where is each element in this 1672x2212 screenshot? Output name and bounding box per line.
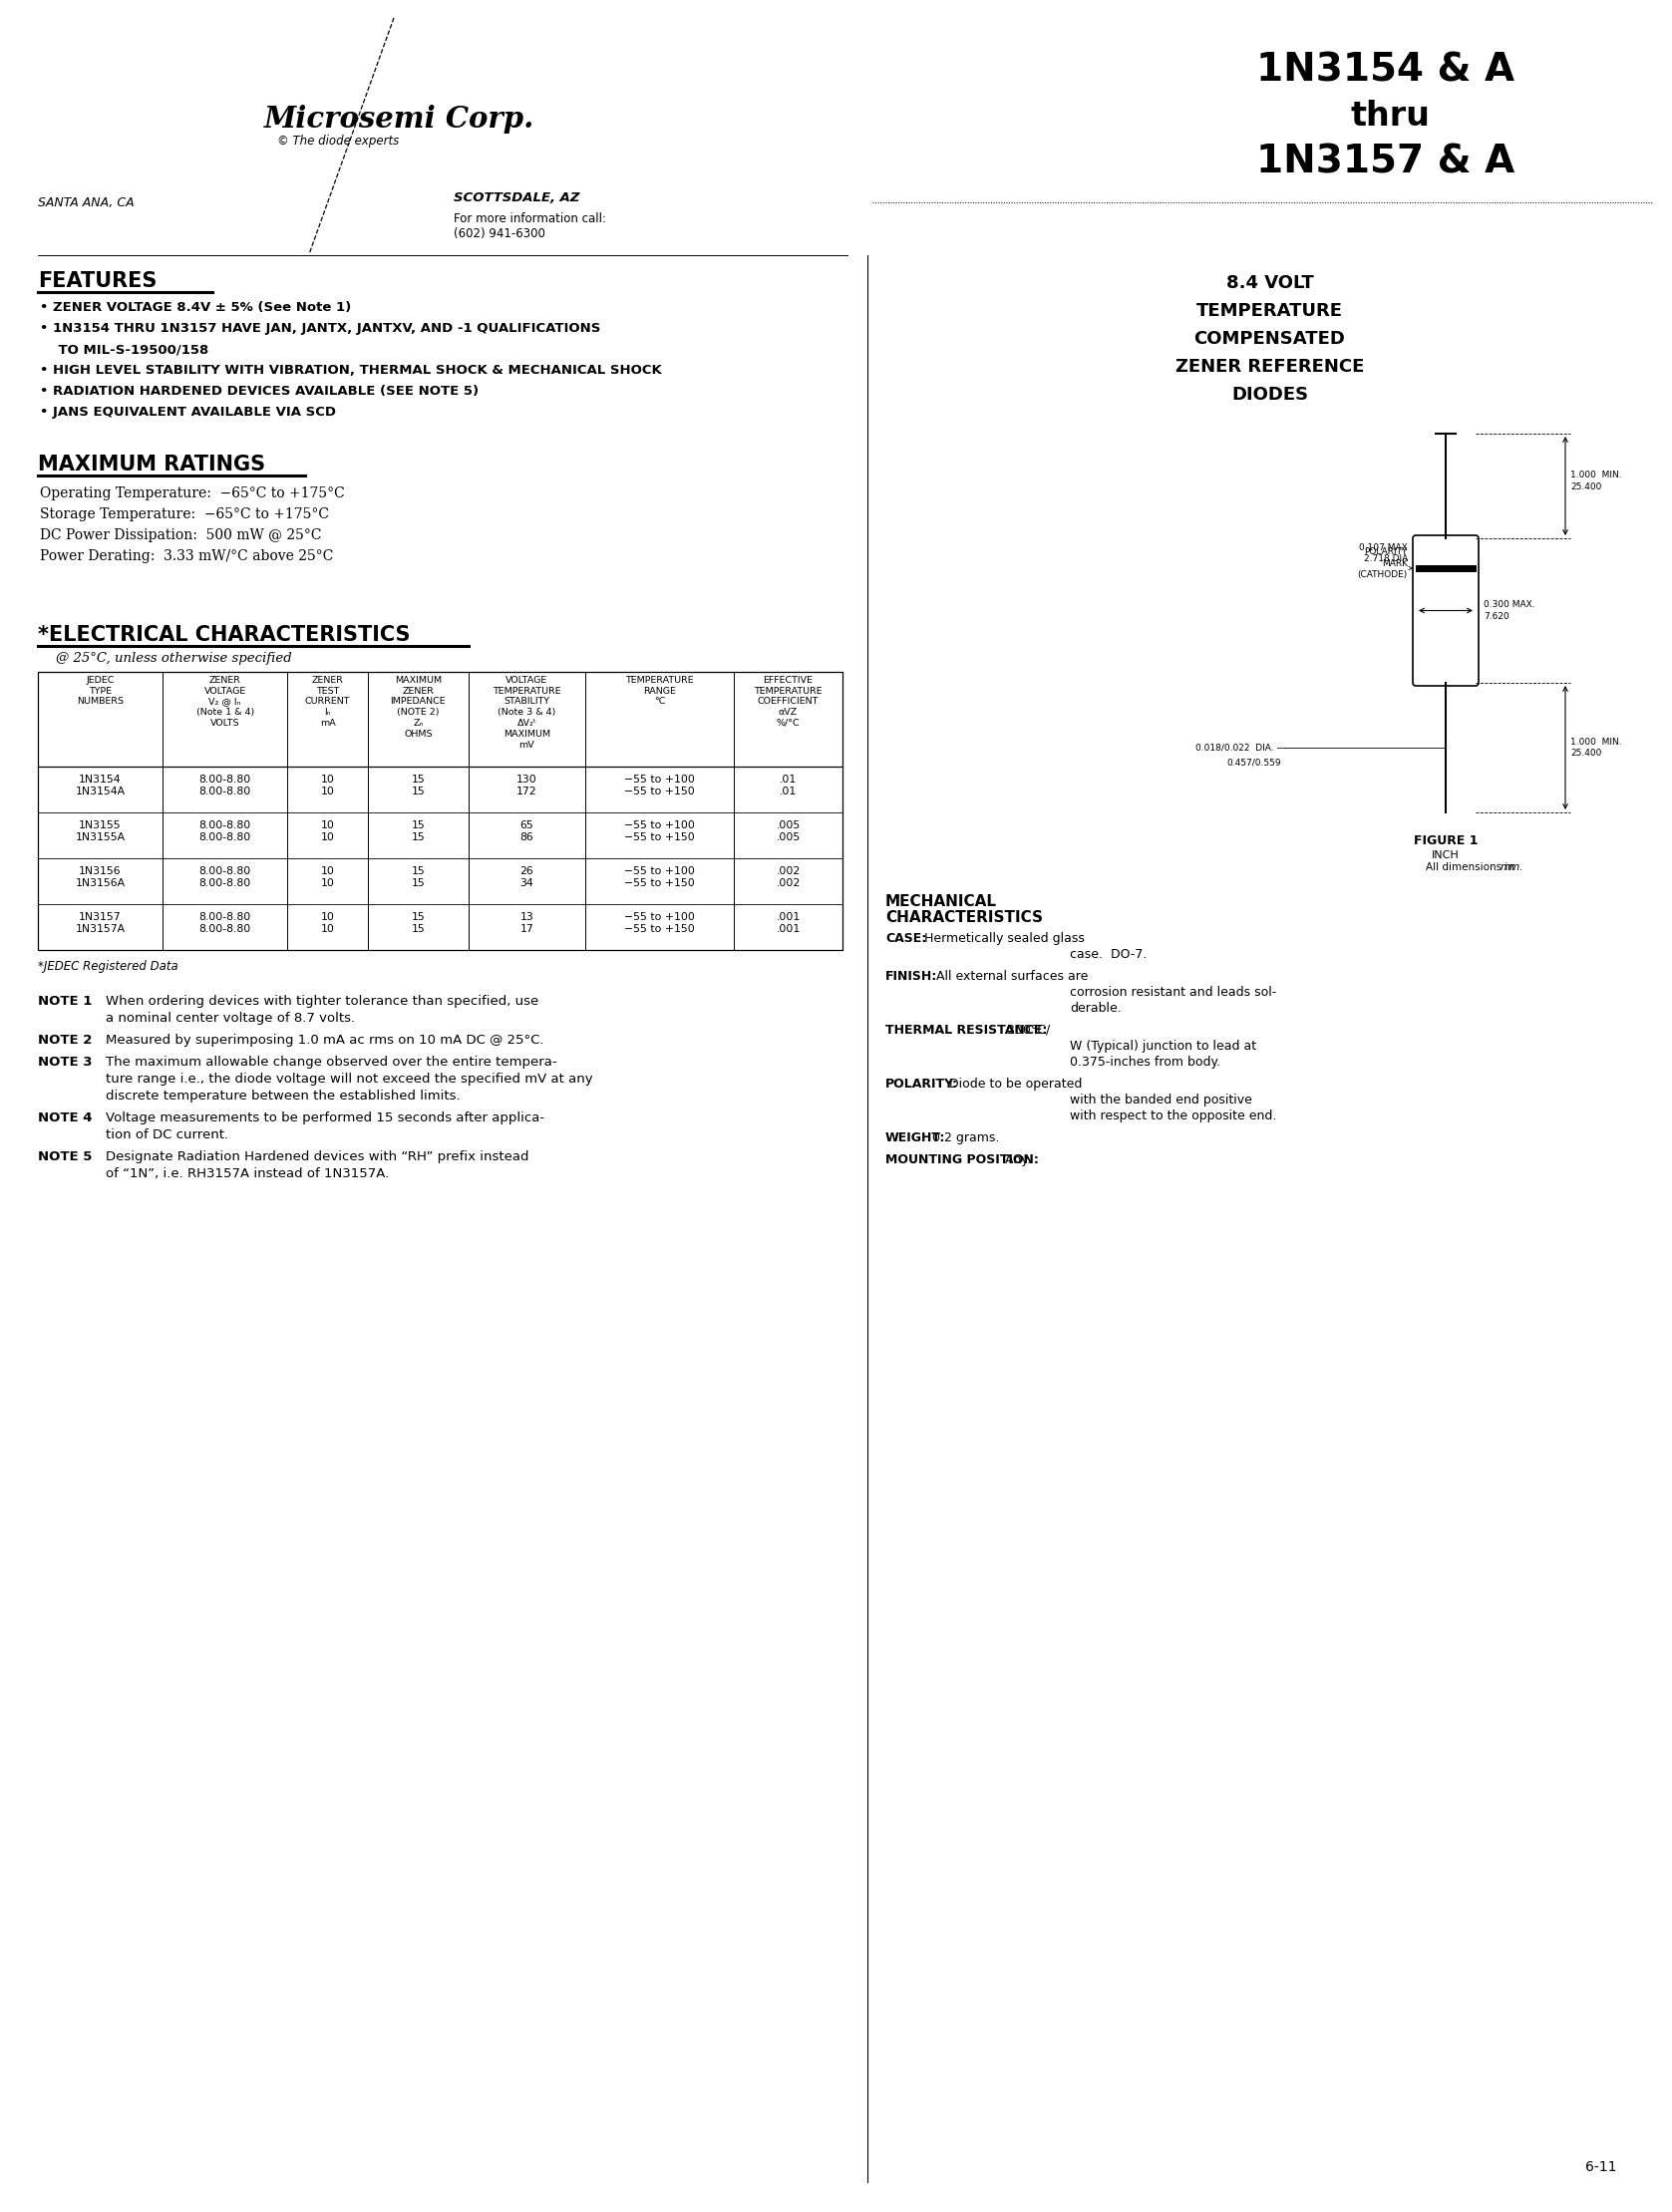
Text: When ordering devices with tighter tolerance than specified, use: When ordering devices with tighter toler…	[105, 995, 538, 1009]
Text: 1N3157
1N3157A: 1N3157 1N3157A	[75, 911, 125, 933]
Text: CHARACTERISTICS: CHARACTERISTICS	[886, 909, 1043, 925]
Text: Any.: Any.	[997, 1152, 1030, 1166]
Text: THERMAL RESISTANCE:: THERMAL RESISTANCE:	[886, 1024, 1047, 1037]
Text: tion of DC current.: tion of DC current.	[105, 1128, 229, 1141]
Text: FINISH:: FINISH:	[886, 969, 938, 982]
Text: with respect to the opposite end.: with respect to the opposite end.	[1070, 1110, 1276, 1121]
Text: .01
.01: .01 .01	[779, 774, 798, 796]
Text: 8.00-8.80
8.00-8.80: 8.00-8.80 8.00-8.80	[199, 821, 251, 843]
Text: All external surfaces are: All external surfaces are	[928, 969, 1088, 982]
Text: 8.00-8.80
8.00-8.80: 8.00-8.80 8.00-8.80	[199, 911, 251, 933]
Text: 10
10: 10 10	[321, 865, 334, 889]
Text: 6-11: 6-11	[1585, 2161, 1617, 2174]
Text: TEMPERATURE: TEMPERATURE	[1197, 303, 1343, 321]
Text: CASE:: CASE:	[886, 931, 926, 945]
Text: ZENER REFERENCE: ZENER REFERENCE	[1175, 358, 1364, 376]
Text: 0.018/0.022  DIA. —: 0.018/0.022 DIA. —	[1195, 743, 1286, 752]
Text: • HIGH LEVEL STABILITY WITH VIBRATION, THERMAL SHOCK & MECHANICAL SHOCK: • HIGH LEVEL STABILITY WITH VIBRATION, T…	[40, 363, 662, 376]
Text: −55 to +100
−55 to +150: −55 to +100 −55 to +150	[624, 774, 696, 796]
Text: The maximum allowable change observed over the entire tempera-: The maximum allowable change observed ov…	[105, 1055, 557, 1068]
Text: INCH: INCH	[1431, 849, 1460, 860]
Text: Designate Radiation Hardened devices with “RH” prefix instead: Designate Radiation Hardened devices wit…	[105, 1150, 528, 1164]
Text: • 1N3154 THRU 1N3157 HAVE JAN, JANTX, JANTXV, AND -1 QUALIFICATIONS: • 1N3154 THRU 1N3157 HAVE JAN, JANTX, JA…	[40, 323, 600, 334]
Text: .002
.002: .002 .002	[776, 865, 801, 889]
Text: Microsemi Corp.: Microsemi Corp.	[264, 104, 535, 133]
Text: Measured by superimposing 1.0 mA ac rms on 10 mA DC @ 25°C.: Measured by superimposing 1.0 mA ac rms …	[105, 1033, 543, 1046]
Text: ture range i.e., the diode voltage will not exceed the specified mV at any: ture range i.e., the diode voltage will …	[105, 1073, 594, 1086]
Text: TEMPERATURE
RANGE
°C: TEMPERATURE RANGE °C	[625, 677, 694, 706]
Text: ZENER
VOLTAGE
V₂ @ Iₙ
(Note 1 & 4)
VOLTS: ZENER VOLTAGE V₂ @ Iₙ (Note 1 & 4) VOLTS	[196, 677, 254, 728]
Text: 1N3154
1N3154A: 1N3154 1N3154A	[75, 774, 125, 796]
Text: POLARITY:: POLARITY:	[886, 1077, 958, 1091]
Text: 10
10: 10 10	[321, 911, 334, 933]
Text: Voltage measurements to be performed 15 seconds after applica-: Voltage measurements to be performed 15 …	[105, 1110, 545, 1124]
Text: VOLTAGE
TEMPERATURE
STABILITY
(Note 3 & 4)
ΔV₂ᵗ
MAXIMUM
mV: VOLTAGE TEMPERATURE STABILITY (Note 3 & …	[493, 677, 560, 750]
Text: FEATURES: FEATURES	[38, 272, 157, 292]
Text: Power Derating:  3.33 mW/°C above 25°C: Power Derating: 3.33 mW/°C above 25°C	[40, 549, 333, 564]
Text: 26
34: 26 34	[520, 865, 533, 889]
Text: NOTE 3: NOTE 3	[38, 1055, 92, 1068]
Text: TO MIL-S-19500/158: TO MIL-S-19500/158	[40, 343, 209, 356]
Text: Storage Temperature:  −65°C to +175°C: Storage Temperature: −65°C to +175°C	[40, 507, 329, 522]
Text: discrete temperature between the established limits.: discrete temperature between the establi…	[105, 1091, 460, 1102]
FancyBboxPatch shape	[1413, 535, 1478, 686]
Text: DIODES: DIODES	[1231, 385, 1308, 405]
Text: case.  DO-7.: case. DO-7.	[1070, 949, 1147, 960]
Text: .001
.001: .001 .001	[776, 911, 801, 933]
Text: 15
15: 15 15	[411, 774, 425, 796]
Text: © The diode experts: © The diode experts	[278, 135, 400, 148]
Text: • JANS EQUIVALENT AVAILABLE VIA SCD: • JANS EQUIVALENT AVAILABLE VIA SCD	[40, 405, 336, 418]
Text: All dimensions in: All dimensions in	[1426, 863, 1515, 872]
Text: 65
86: 65 86	[520, 821, 533, 843]
Text: 0.457/0.559: 0.457/0.559	[1227, 757, 1281, 768]
Text: WEIGHT:: WEIGHT:	[886, 1130, 946, 1144]
Text: 15
15: 15 15	[411, 821, 425, 843]
Text: MOUNTING POSITION:: MOUNTING POSITION:	[886, 1152, 1038, 1166]
Bar	[38, 672, 843, 949]
Text: 0.2 grams.: 0.2 grams.	[928, 1130, 1000, 1144]
Text: 0.107 MAX
2.718 DIA: 0.107 MAX 2.718 DIA	[1359, 544, 1408, 564]
Text: MAXIMUM
ZENER
IMPEDANCE
(NOTE 2)
Zₙ
OHMS: MAXIMUM ZENER IMPEDANCE (NOTE 2) Zₙ OHMS	[390, 677, 446, 739]
Text: FIGURE 1: FIGURE 1	[1413, 834, 1478, 847]
Text: Diode to be operated: Diode to be operated	[941, 1077, 1082, 1091]
Text: DC Power Dissipation:  500 mW @ 25°C: DC Power Dissipation: 500 mW @ 25°C	[40, 529, 321, 542]
Text: 1N3157 & A: 1N3157 & A	[1256, 142, 1515, 181]
Text: 1N3154 & A: 1N3154 & A	[1256, 51, 1515, 91]
Text: 15
15: 15 15	[411, 911, 425, 933]
Text: 300°C/: 300°C/	[1003, 1024, 1050, 1037]
Text: @ 25°C, unless otherwise specified: @ 25°C, unless otherwise specified	[55, 653, 293, 666]
Text: 8.4 VOLT: 8.4 VOLT	[1226, 274, 1314, 292]
Text: MAXIMUM RATINGS: MAXIMUM RATINGS	[38, 453, 266, 476]
Text: corrosion resistant and leads sol-: corrosion resistant and leads sol-	[1070, 987, 1276, 1000]
Text: 10
10: 10 10	[321, 821, 334, 843]
Text: SCOTTSDALE, AZ: SCOTTSDALE, AZ	[453, 192, 580, 204]
Text: −55 to +100
−55 to +150: −55 to +100 −55 to +150	[624, 821, 696, 843]
Text: thru: thru	[1351, 100, 1431, 133]
Text: • ZENER VOLTAGE 8.4V ± 5% (See Note 1): • ZENER VOLTAGE 8.4V ± 5% (See Note 1)	[40, 301, 351, 314]
Text: 13
17: 13 17	[520, 911, 533, 933]
Text: NOTE 4: NOTE 4	[38, 1110, 92, 1124]
Text: 1.000  MIN.
25.400: 1.000 MIN. 25.400	[1570, 471, 1622, 491]
Text: of “1N”, i.e. RH3157A instead of 1N3157A.: of “1N”, i.e. RH3157A instead of 1N3157A…	[105, 1168, 390, 1181]
Text: W (Typical) junction to lead at: W (Typical) junction to lead at	[1070, 1040, 1256, 1053]
Text: NOTE 2: NOTE 2	[38, 1033, 92, 1046]
Text: 1N3155
1N3155A: 1N3155 1N3155A	[75, 821, 125, 843]
Text: .005
.005: .005 .005	[776, 821, 801, 843]
Text: 8.00-8.80
8.00-8.80: 8.00-8.80 8.00-8.80	[199, 865, 251, 889]
Text: 10
10: 10 10	[321, 774, 334, 796]
Text: NOTE 1: NOTE 1	[38, 995, 92, 1009]
Text: *JEDEC Registered Data: *JEDEC Registered Data	[38, 960, 179, 973]
Text: 1.000  MIN.
25.400: 1.000 MIN. 25.400	[1570, 737, 1622, 759]
Text: • RADIATION HARDENED DEVICES AVAILABLE (SEE NOTE 5): • RADIATION HARDENED DEVICES AVAILABLE (…	[40, 385, 478, 398]
Text: derable.: derable.	[1070, 1002, 1122, 1015]
Text: Hermetically sealed glass: Hermetically sealed glass	[916, 931, 1085, 945]
Text: with the banded end positive: with the banded end positive	[1070, 1093, 1252, 1106]
Text: a nominal center voltage of 8.7 volts.: a nominal center voltage of 8.7 volts.	[105, 1011, 354, 1024]
Text: COMPENSATED: COMPENSATED	[1194, 330, 1346, 347]
Text: 0.300 MAX.
7.620: 0.300 MAX. 7.620	[1483, 599, 1535, 622]
Text: *ELECTRICAL CHARACTERISTICS: *ELECTRICAL CHARACTERISTICS	[38, 626, 410, 646]
Text: MECHANICAL: MECHANICAL	[886, 894, 997, 909]
Text: 130
172: 130 172	[517, 774, 537, 796]
Text: 1N3156
1N3156A: 1N3156 1N3156A	[75, 865, 125, 889]
Text: −55 to +100
−55 to +150: −55 to +100 −55 to +150	[624, 865, 696, 889]
